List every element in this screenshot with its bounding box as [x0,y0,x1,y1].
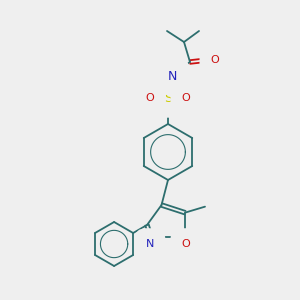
Text: H: H [158,71,166,81]
Text: O: O [182,239,190,249]
Text: N: N [146,239,154,249]
Text: O: O [211,55,219,65]
Text: S: S [164,92,172,104]
Text: N: N [167,70,177,83]
Text: O: O [182,93,190,103]
Text: O: O [146,93,154,103]
